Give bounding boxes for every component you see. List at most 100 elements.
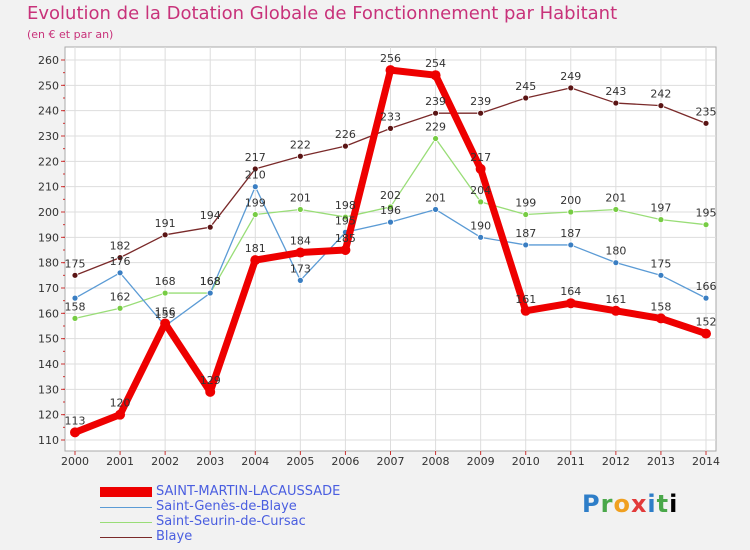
x-tick-label: 2014 bbox=[692, 455, 720, 468]
legend-swatch-saint-martin bbox=[100, 487, 152, 497]
legend-item-saint-martin: SAINT-MARTIN-LACAUSSADE bbox=[100, 484, 400, 500]
data-point bbox=[387, 218, 394, 226]
data-point bbox=[432, 109, 439, 117]
data-point bbox=[342, 213, 349, 221]
data-label: 201 bbox=[605, 191, 626, 204]
logo-letter: x bbox=[630, 490, 648, 518]
data-point bbox=[702, 119, 710, 127]
data-label: 158 bbox=[65, 300, 86, 313]
x-tick-label: 2008 bbox=[422, 455, 450, 468]
legend-label-saint-genes: Saint-Genès-de-Blaye bbox=[156, 499, 297, 514]
y-tick-label: 190 bbox=[38, 231, 59, 244]
data-point bbox=[116, 254, 124, 262]
y-tick-label: 250 bbox=[38, 79, 59, 92]
data-point bbox=[567, 208, 575, 216]
data-label: 204 bbox=[470, 184, 491, 197]
data-point bbox=[610, 305, 621, 316]
data-label: 185 bbox=[335, 232, 356, 245]
y-tick-label: 150 bbox=[38, 333, 59, 346]
data-label: 198 bbox=[335, 199, 356, 212]
x-tick-label: 2001 bbox=[106, 455, 134, 468]
data-point bbox=[251, 165, 259, 173]
data-label: 256 bbox=[380, 52, 401, 65]
data-label: 156 bbox=[155, 305, 176, 318]
data-label: 200 bbox=[560, 194, 581, 207]
data-label: 196 bbox=[380, 204, 401, 217]
data-point bbox=[657, 102, 665, 109]
legend-swatch-saint-seurin bbox=[100, 522, 152, 523]
data-label: 249 bbox=[560, 70, 581, 83]
x-tick-label: 2004 bbox=[241, 455, 269, 468]
data-point bbox=[567, 241, 575, 249]
chart-subtitle: (en € et par an) bbox=[27, 28, 114, 41]
data-label: 201 bbox=[290, 191, 311, 204]
data-point bbox=[702, 221, 710, 229]
data-point bbox=[565, 298, 576, 309]
data-label: 175 bbox=[65, 257, 86, 270]
data-label: 233 bbox=[380, 110, 401, 123]
y-tick-label: 140 bbox=[38, 358, 59, 371]
legend-label-saint-seurin: Saint-Seurin-de-Cursac bbox=[156, 514, 306, 529]
data-label: 176 bbox=[110, 255, 131, 268]
data-point bbox=[520, 305, 531, 316]
data-label: 161 bbox=[515, 293, 536, 306]
data-point bbox=[71, 294, 79, 302]
data-label: 201 bbox=[425, 191, 446, 204]
data-point bbox=[612, 99, 620, 107]
data-label: 158 bbox=[650, 300, 671, 313]
y-tick-label: 200 bbox=[38, 206, 59, 219]
y-tick-label: 210 bbox=[38, 181, 59, 194]
x-tick-label: 2011 bbox=[557, 455, 585, 468]
data-label: 199 bbox=[515, 197, 536, 210]
data-point bbox=[612, 206, 620, 213]
data-label: 173 bbox=[290, 262, 311, 275]
data-point bbox=[296, 206, 304, 213]
data-point bbox=[161, 231, 169, 239]
data-point bbox=[522, 241, 530, 249]
data-label: 182 bbox=[110, 240, 131, 253]
data-point bbox=[205, 386, 216, 397]
data-label: 187 bbox=[560, 227, 581, 240]
data-point bbox=[702, 294, 710, 302]
logo-letter: i bbox=[647, 490, 657, 518]
data-point bbox=[655, 313, 666, 324]
data-point bbox=[251, 211, 259, 218]
legend-label-saint-martin: SAINT-MARTIN-LACAUSSADE bbox=[156, 484, 341, 499]
legend-item-saint-genes: Saint-Genès-de-Blaye bbox=[100, 499, 400, 515]
logo-letter: t bbox=[656, 490, 670, 518]
y-tick-label: 180 bbox=[38, 257, 59, 270]
x-tick-label: 2006 bbox=[331, 455, 359, 468]
data-label: 129 bbox=[200, 374, 221, 387]
data-point bbox=[477, 233, 485, 241]
proxiti-logo: Proxiti bbox=[582, 490, 678, 518]
data-label: 217 bbox=[245, 151, 266, 164]
y-tick-label: 220 bbox=[38, 155, 59, 168]
y-tick-label: 260 bbox=[38, 54, 59, 67]
data-label: 235 bbox=[696, 105, 717, 118]
data-point bbox=[296, 152, 304, 160]
data-point bbox=[342, 142, 349, 150]
data-point bbox=[206, 289, 214, 297]
data-label: 181 bbox=[245, 242, 266, 255]
legend-swatch-blaye bbox=[100, 537, 152, 538]
data-point bbox=[387, 203, 394, 211]
legend-item-blaye: Blaye bbox=[100, 529, 400, 545]
data-label: 210 bbox=[245, 169, 266, 182]
data-point bbox=[71, 314, 79, 322]
data-label: 184 bbox=[290, 235, 311, 248]
legend-label-blaye: Blaye bbox=[156, 529, 193, 544]
line-chart: 110 120 130 140 150 160 170 180 190 200 210 220 230 2… bbox=[38, 46, 720, 468]
data-label: 164 bbox=[560, 285, 581, 298]
data-label: 202 bbox=[380, 189, 401, 202]
data-point bbox=[475, 163, 486, 174]
data-label: 199 bbox=[245, 197, 266, 210]
data-point bbox=[206, 223, 214, 231]
data-point bbox=[160, 318, 171, 329]
data-point bbox=[116, 304, 124, 312]
data-point bbox=[387, 124, 394, 132]
data-label: 229 bbox=[425, 121, 446, 134]
logo-letter: P bbox=[582, 490, 601, 518]
data-point bbox=[432, 206, 439, 213]
data-label: 245 bbox=[515, 80, 536, 93]
data-label: 243 bbox=[605, 85, 626, 98]
